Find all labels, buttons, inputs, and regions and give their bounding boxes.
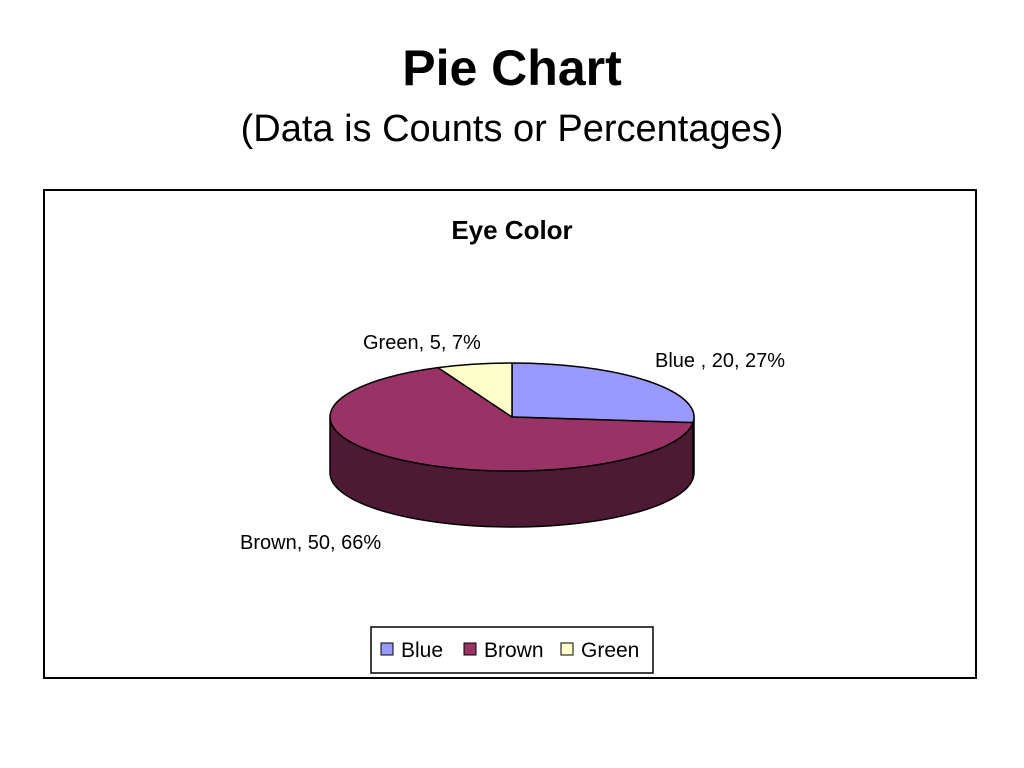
legend-label-green: Green (581, 639, 639, 662)
data-label-brown: Brown, 50, 66% (240, 532, 381, 554)
chart-title: Eye Color (451, 215, 572, 245)
legend-box (370, 626, 654, 674)
slide-title: Pie Chart (402, 40, 622, 96)
legend: Blue Brown Green (370, 626, 654, 674)
legend-swatch-brown (463, 642, 477, 656)
legend-label-brown: Brown (484, 639, 544, 662)
slide-subtitle: (Data is Counts or Percentages) (240, 108, 784, 150)
pie-slice-brown (329, 366, 694, 472)
pie-labels: Blue , 20, 27% Brown, 50, 66% Green, 5, 7% (240, 332, 785, 554)
data-label-green: Green, 5, 7% (363, 332, 481, 354)
legend-swatch-green (560, 642, 574, 656)
pie-slice-green (437, 362, 513, 418)
legend-swatch-blue (380, 642, 394, 656)
pie-tops (329, 362, 695, 472)
pie-chart: Eye Color Blue , 20, 27% Brown, 50, 66% Gr… (240, 215, 785, 674)
data-label-blue: Blue , 20, 27% (655, 350, 785, 372)
pie-slice-blue (511, 362, 695, 424)
legend-label-blue: Blue (401, 639, 443, 662)
chart-frame: Eye Color Blue , 20, 27% Brown, 50, 66% Gr… (43, 189, 977, 679)
